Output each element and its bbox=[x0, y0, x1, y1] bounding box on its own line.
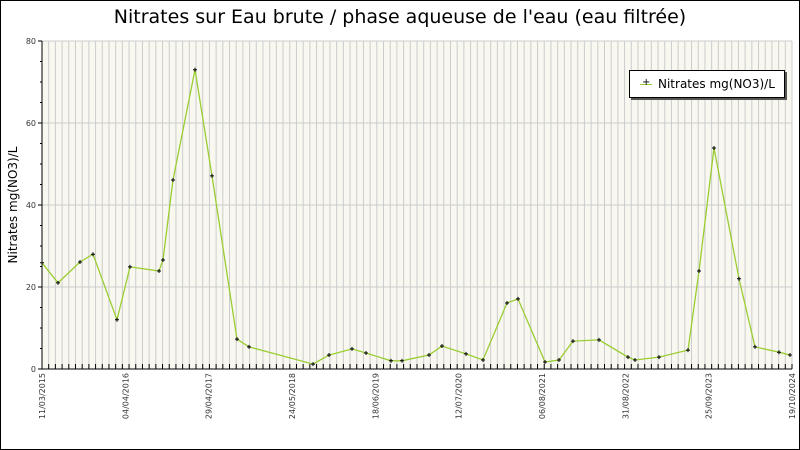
data-point-marker bbox=[597, 337, 601, 342]
data-point-marker bbox=[777, 350, 781, 355]
data-point-marker bbox=[115, 317, 119, 322]
legend-swatch-icon bbox=[640, 77, 652, 88]
data-point-marker bbox=[235, 337, 239, 342]
x-tick-label: 29/04/2017 bbox=[205, 373, 214, 419]
data-point-marker bbox=[91, 252, 95, 257]
x-tick-label: 06/08/2021 bbox=[538, 373, 547, 419]
data-point-marker bbox=[505, 300, 509, 305]
data-point-marker bbox=[157, 269, 161, 274]
data-point-marker bbox=[171, 177, 175, 182]
data-point-marker bbox=[161, 257, 165, 262]
x-tick-label: 11/03/2015 bbox=[38, 373, 47, 419]
data-point-marker bbox=[657, 355, 661, 360]
y-tick-label: 60 bbox=[26, 119, 36, 128]
data-point-marker bbox=[788, 353, 792, 358]
data-point-marker bbox=[400, 358, 404, 363]
y-tick-label: 20 bbox=[26, 283, 36, 292]
data-point-marker bbox=[350, 346, 354, 351]
data-point-marker bbox=[440, 344, 444, 349]
x-tick-label: 31/08/2022 bbox=[621, 373, 630, 419]
legend: Nitrates mg(NO3)/L bbox=[629, 70, 785, 98]
data-point-marker bbox=[712, 146, 716, 151]
x-tick-label: 25/09/2023 bbox=[705, 373, 714, 419]
data-point-marker bbox=[557, 357, 561, 362]
x-tick-label: 12/07/2020 bbox=[455, 373, 464, 419]
data-point-marker bbox=[364, 351, 368, 356]
data-point-marker bbox=[78, 259, 82, 264]
data-point-marker bbox=[686, 348, 690, 353]
chart-title: Nitrates sur Eau brute / phase aqueuse d… bbox=[113, 6, 687, 28]
data-point-marker bbox=[626, 355, 630, 360]
data-point-marker bbox=[753, 344, 757, 349]
data-point-marker bbox=[210, 173, 214, 178]
legend-label: Nitrates mg(NO3)/L bbox=[658, 77, 775, 91]
data-point-marker bbox=[633, 357, 637, 362]
data-point-marker bbox=[389, 358, 393, 363]
data-point-marker bbox=[571, 339, 575, 344]
data-point-marker bbox=[56, 280, 60, 285]
data-point-marker bbox=[481, 357, 485, 362]
data-point-marker bbox=[697, 269, 701, 274]
y-axis-label: Nitrates mg(NO3)/L bbox=[6, 146, 20, 263]
data-point-marker bbox=[427, 353, 431, 358]
data-point-marker bbox=[128, 264, 132, 269]
x-tick-label: 04/04/2016 bbox=[121, 373, 130, 419]
data-point-marker bbox=[327, 353, 331, 358]
y-tick-label: 80 bbox=[26, 37, 36, 46]
x-tick-label: 19/10/2024 bbox=[788, 373, 797, 419]
data-point-marker bbox=[311, 362, 315, 367]
y-tick-label: 0 bbox=[31, 365, 36, 374]
data-point-marker bbox=[40, 260, 44, 265]
x-tick-label: 18/06/2019 bbox=[371, 373, 380, 419]
data-point-marker bbox=[543, 360, 547, 365]
data-point-marker bbox=[516, 296, 520, 301]
y-tick-label: 40 bbox=[26, 201, 36, 210]
data-point-marker bbox=[247, 344, 251, 349]
data-point-marker bbox=[737, 276, 741, 281]
data-point-marker bbox=[464, 351, 468, 356]
x-tick-label: 24/05/2018 bbox=[288, 373, 297, 419]
data-point-marker bbox=[193, 67, 197, 72]
